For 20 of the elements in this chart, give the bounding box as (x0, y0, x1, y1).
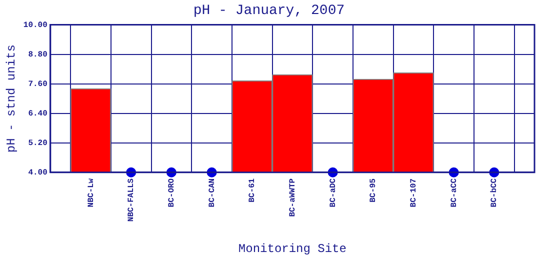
x-tick-label: BC-aWWTP (288, 178, 298, 217)
x-tick-label: BC-61 (248, 178, 258, 202)
x-tick-label: BC-aCC (450, 178, 459, 208)
x-tick-label: BC-95 (369, 178, 378, 202)
y-tick-label: 4.00 (28, 168, 48, 178)
y-tick-label: 7.60 (28, 80, 48, 89)
chart-title: pH - January, 2007 (193, 3, 345, 20)
x-tick-label: NBC-Lw (86, 178, 96, 208)
x-tick-label: BC-aDC (328, 178, 338, 208)
y-tick-label: 10.00 (23, 20, 48, 30)
y-axis-title: pH - stnd units (4, 44, 18, 153)
y-tick-label: 8.80 (28, 50, 48, 60)
x-tick-label: BC-CAN (208, 178, 217, 208)
x-tick-label: BC-bCC (490, 178, 500, 208)
x-tick-label: BC-107 (409, 178, 418, 208)
y-tick-label: 6.40 (28, 109, 48, 118)
x-tick-label: NBC-FALLS (127, 178, 136, 222)
x-tick-label: BC-ORO (167, 178, 176, 208)
x-axis-title: Monitoring Site (238, 242, 346, 256)
y-tick-label: 5.20 (28, 138, 48, 148)
